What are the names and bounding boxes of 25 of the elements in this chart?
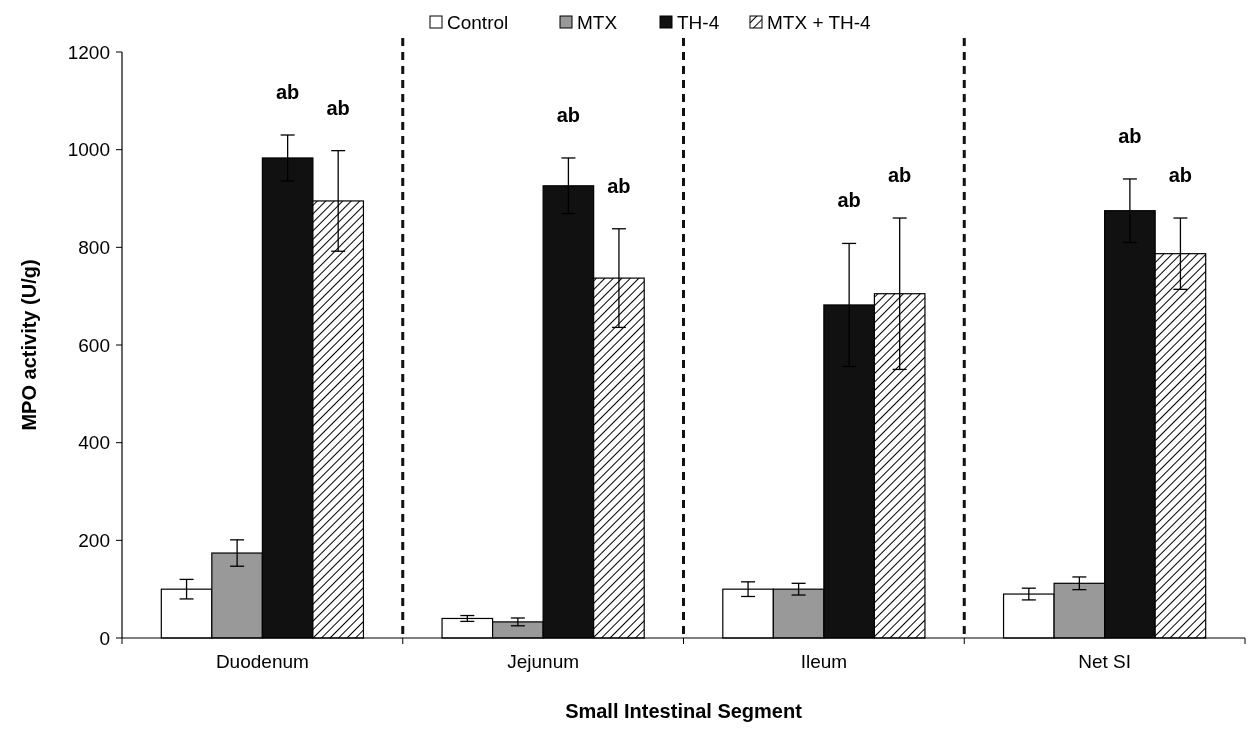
y-tick-label: 400: [78, 432, 110, 454]
y-tick-label: 0: [99, 627, 110, 649]
y-tick-label: 200: [78, 529, 110, 551]
annotation: ab: [1118, 124, 1142, 147]
x-tick-label: Duodenum: [215, 651, 309, 672]
y-tick-label: 800: [78, 236, 110, 258]
y-tick-label: 600: [78, 334, 110, 356]
legend-label: Control: [447, 11, 509, 33]
annotation: ab: [607, 174, 631, 197]
x-tick-label: Jejunum: [507, 651, 580, 672]
annotation: ab: [888, 164, 912, 187]
annotation: ab: [556, 103, 581, 126]
y-tick-label: 1200: [67, 41, 110, 63]
annotation: ab: [837, 189, 861, 212]
annotation: ab: [275, 81, 300, 104]
x-axis-title: Small Intestinal Segment: [565, 700, 803, 722]
y-tick-label: 1000: [67, 139, 110, 161]
y-axis-title: MPO activity (U/g): [18, 259, 40, 431]
legend-label: MTX: [577, 11, 618, 33]
legend-label: MTX + TH-4: [767, 11, 872, 33]
legend-label: TH-4: [677, 11, 720, 33]
annotation: ab: [326, 96, 350, 119]
x-tick-label: Ileum: [800, 651, 848, 672]
annotation: ab: [1168, 164, 1193, 187]
x-tick-label: Net SI: [1078, 651, 1132, 672]
